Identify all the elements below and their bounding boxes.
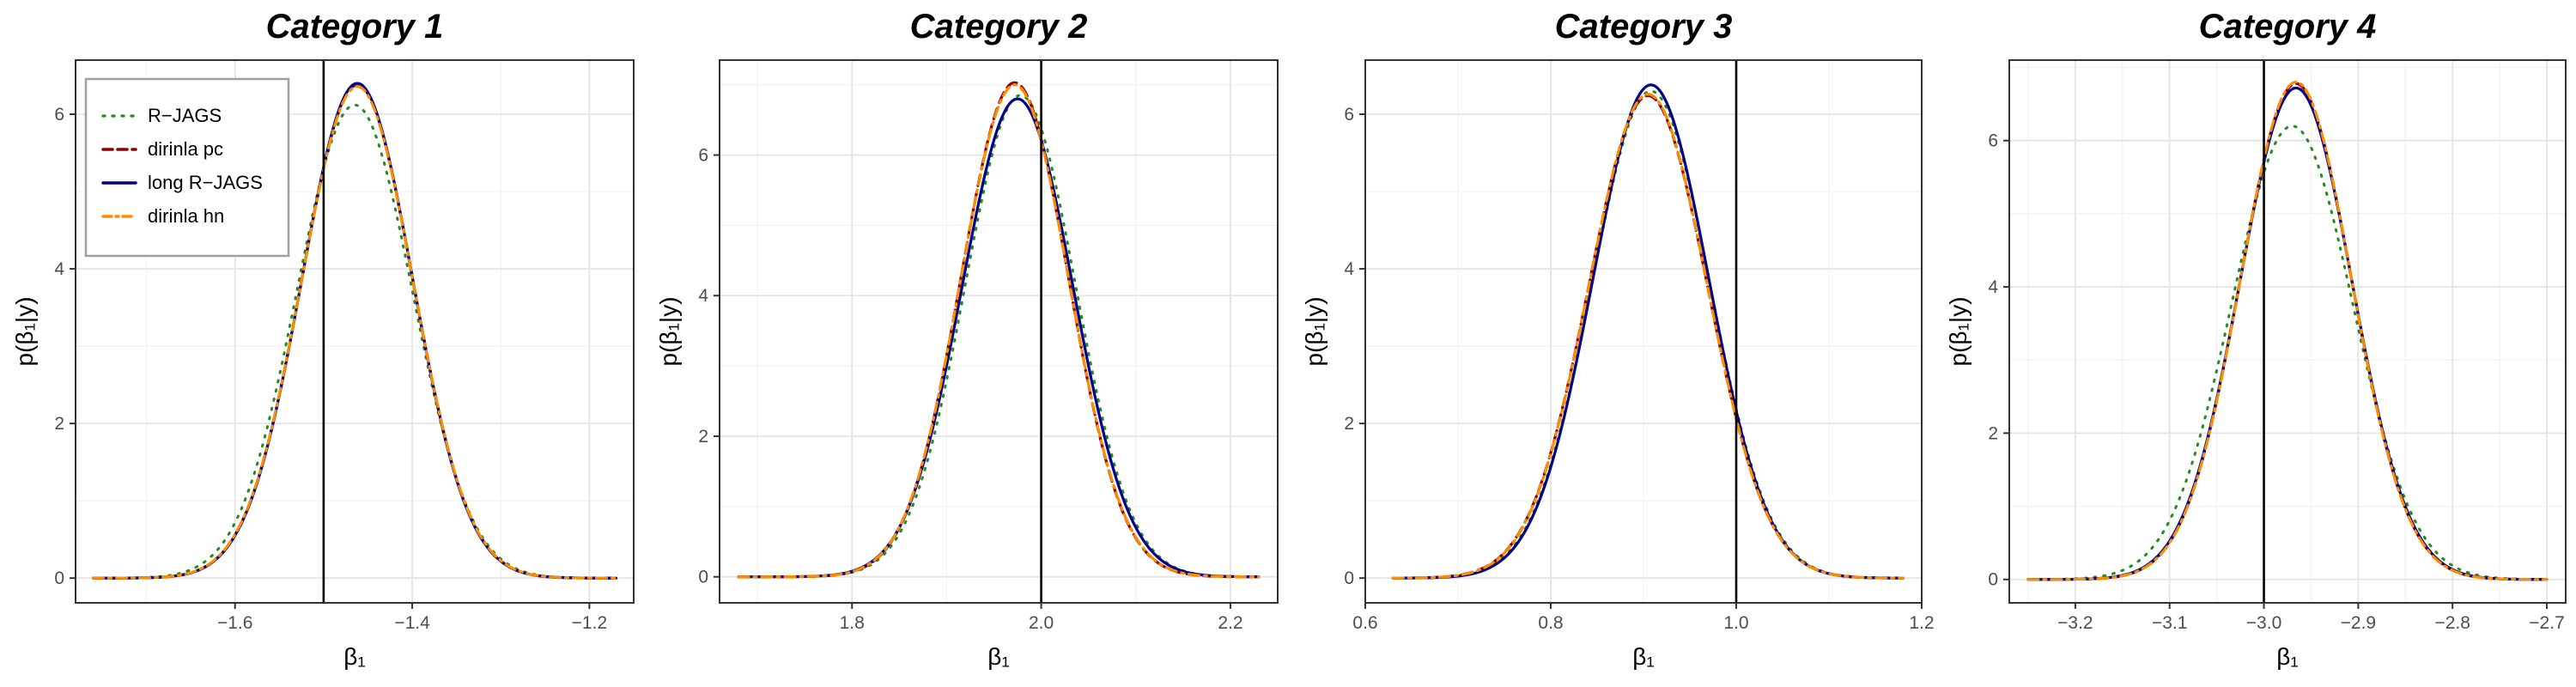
x-tick-label: 2.2 [1218,613,1242,633]
x-tick-label: −2.8 [2434,613,2470,633]
series-group [737,81,1261,579]
panel-2: 1.8 2.0 2.2 0 2 4 6 Category 2 β₁ p(β₁|y) [655,8,1279,670]
series-line-r-jags [92,103,617,580]
x-tick-label: −1.4 [394,613,430,633]
series-line-dirinla-hn [1391,93,1905,580]
panel-title: Category 3 [1555,8,1733,46]
panel-title: Category 1 [266,8,444,46]
x-tick-label: 1.2 [1909,613,1934,633]
panel-title: Category 4 [2199,8,2377,46]
y-tick-label: 0 [1344,568,1354,588]
panel-background [720,60,1278,603]
x-tick-label: −3.0 [2246,613,2281,633]
legend-label: R−JAGS [148,105,222,126]
y-tick-label: 2 [698,427,708,447]
panel-background [2009,60,2566,603]
y-tick-label: 4 [698,286,708,306]
y-tick-label: 6 [1344,105,1354,125]
y-tick-label: 4 [1988,277,1998,297]
x-axis-label: β₁ [1632,643,1655,670]
y-tick-label: 4 [54,259,64,279]
x-tick-label: −1.6 [217,613,252,633]
legend-label: dirinla pc [148,138,223,160]
x-tick-label: 1.8 [840,613,865,633]
y-tick-label: 0 [1988,570,1998,590]
series-line-dirinla-hn [2026,80,2549,581]
y-axis-label: p(β₁|y) [1945,296,1971,366]
panel-border [2008,59,2567,604]
legend: R−JAGS dirinla pc long R−JAGS dirinla hn [84,77,290,258]
legend-label: long R−JAGS [148,172,263,193]
x-axis-label: β₁ [2276,643,2299,670]
series-group [92,82,617,580]
series-line-dirinla-hn [737,83,1261,579]
x-tick-label: 0.8 [1538,613,1563,633]
panel-3: 0.6 0.8 1.0 1.2 0 2 4 6 Category 3 β₁ p(β₁|y) [1301,8,1935,670]
panel-border [719,59,1279,604]
y-tick-label: 6 [1988,131,1998,151]
series-line-dirinla-hn [92,85,617,580]
panel-4: −3.2 −3.1 −3.0 −2.9 −2.8 −2.7 0 2 4 6 Category 4 β₁… [1945,8,2567,670]
x-tick-label: −1.2 [572,613,607,633]
panel-1: −1.6 −1.4 −1.2 0 2 4 6 Category 1 β₁ p(β₁|y) [11,8,635,670]
y-tick-label: 6 [54,105,64,125]
x-tick-label: −2.9 [2341,613,2376,633]
x-tick-label: −2.7 [2529,613,2564,633]
y-axis-label: p(β₁|y) [1301,296,1327,366]
series-line-r-jags [2026,125,2549,581]
y-tick-label: 0 [54,568,64,588]
y-tick-label: 2 [1344,414,1354,434]
panel-title: Category 2 [910,8,1088,46]
x-axis-label: β₁ [987,643,1010,670]
y-axis-label: p(β₁|y) [11,296,38,366]
series-group [1391,83,1905,580]
x-tick-label: 2.0 [1029,613,1054,633]
x-tick-label: 0.6 [1352,613,1377,633]
y-tick-label: 4 [1344,259,1354,279]
x-axis-label: β₁ [343,643,366,670]
x-tick-label: 1.0 [1723,613,1748,633]
y-tick-label: 0 [698,568,708,587]
legend-label: dirinla hn [148,205,224,227]
series-group [2026,80,2549,581]
y-axis-label: p(β₁|y) [655,296,682,366]
x-tick-label: −3.1 [2152,613,2187,633]
x-tick-label: −3.2 [2057,613,2093,633]
y-tick-label: 6 [698,146,708,166]
y-tick-label: 2 [1988,423,1998,443]
legend-box [84,77,290,258]
panel-border [1364,59,1923,604]
panel-border [75,59,635,604]
y-tick-label: 2 [54,414,64,434]
